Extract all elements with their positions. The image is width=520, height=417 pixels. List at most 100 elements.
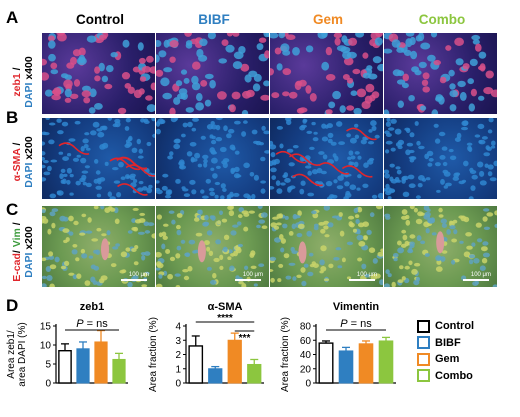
row-b-mag: x200 [23, 136, 35, 163]
bar-bibf [338, 350, 354, 384]
y-tick-label: 3 [175, 336, 181, 347]
micrograph-texture [270, 33, 383, 114]
chart-title: zeb1 [80, 301, 104, 313]
row-b-slash: / [11, 142, 23, 149]
micrograph-a-control [42, 33, 155, 114]
y-tick-label: 60 [300, 336, 312, 347]
bar-gem [358, 343, 374, 384]
row-label-a: zeb1 / DAPI x400 [11, 37, 35, 127]
column-header-bibf: BIBF [198, 12, 230, 27]
scale-bar [235, 279, 261, 281]
row-b-stain: α-SMA [11, 148, 23, 182]
micrograph-texture [156, 118, 269, 199]
bar-gem [227, 339, 242, 384]
bar-control [58, 350, 72, 384]
legend-label-bibf: BIBF [435, 336, 461, 349]
micrograph-a-bibf [156, 33, 269, 114]
legend-item-gem: Gem [417, 351, 474, 368]
y-tick-label: 2 [175, 350, 181, 361]
micrograph-c-control: 100 μm [42, 206, 155, 287]
y-tick-label: 10 [40, 341, 52, 352]
bar-combo [112, 358, 126, 384]
legend-swatch-bibf [417, 336, 430, 350]
y-tick-label: 40 [300, 350, 312, 361]
row-c-dapi: DAPI [23, 252, 35, 278]
y-axis-label: Area zeb1/ [6, 330, 17, 379]
scale-bar-label: 100 μm [128, 272, 149, 278]
micrograph-c-gem: 100 μm [270, 206, 383, 287]
y-tick-label: 0 [175, 379, 181, 390]
row-a-dapi: DAPI [23, 82, 35, 108]
micrograph-texture [384, 33, 497, 114]
p-symbol: P [340, 318, 348, 330]
p-value-text: = ns [84, 318, 109, 330]
micrograph-texture [42, 33, 155, 114]
micrograph-b-gem [270, 118, 383, 199]
y-tick-label: 1 [175, 364, 181, 375]
panel-letter-a: A [6, 8, 19, 27]
micrograph-texture [270, 206, 383, 287]
significance-stars-top: **** [217, 313, 233, 324]
legend-label-gem: Gem [435, 353, 460, 366]
legend-swatch-gem [417, 352, 430, 366]
row-a-stain: zeb1 [11, 73, 23, 97]
panel-letter-d: D [6, 296, 19, 315]
row-c-mag: x200 [23, 226, 35, 253]
y-tick-label: 0 [45, 379, 51, 390]
scale-bar-label: 100 μm [356, 272, 377, 278]
micrograph-texture [42, 118, 155, 199]
row-c-vim: Vim [11, 228, 23, 248]
chart-title: α-SMA [208, 301, 243, 313]
p-value-annotation: P = ns [76, 318, 108, 330]
bar-bibf [208, 368, 223, 384]
legend-item-combo: Combo [417, 368, 474, 385]
column-header-combo: Combo [418, 12, 466, 27]
row-a-slash: / [11, 67, 23, 74]
micrograph-texture [156, 33, 269, 114]
scale-bar [463, 279, 489, 281]
y-axis-label-line2: area DAPI (%) [17, 322, 28, 386]
legend-label-control: Control [435, 320, 475, 333]
micrograph-texture [156, 206, 268, 287]
y-axis-label: Area fraction (%) [148, 317, 159, 392]
y-tick-label: 0 [305, 379, 311, 390]
micrograph-texture [384, 118, 497, 199]
p-symbol: P [76, 318, 84, 330]
p-value-text: = ns [348, 318, 373, 330]
scale-bar-label: 100 μm [470, 272, 491, 278]
micrograph-c-bibf: 100 μm [156, 206, 269, 287]
p-value-annotation: P = ns [340, 318, 372, 330]
y-tick-label: 15 [40, 322, 52, 333]
y-tick-label: 80 [300, 322, 312, 333]
micrograph-a-gem [270, 33, 383, 114]
bar-combo [247, 363, 262, 384]
row-c-ecad: E-cad [11, 253, 23, 282]
micrograph-b-combo [384, 118, 497, 199]
legend-swatch-control [417, 319, 430, 333]
row-a-mag: x400 [23, 56, 35, 83]
row-c-slash2: / [11, 222, 23, 229]
bar-bibf [76, 348, 90, 384]
y-axis-label: Area fraction (%) [280, 317, 291, 392]
zeb1-chart: zeb1 Area zeb1/area DAPI (%) 0 5 10 15 P = ns [6, 301, 128, 390]
chart-legend: Control BIBF Gem Combo [417, 318, 474, 384]
row-label-c: E-cad/ Vim / DAPI x200 [11, 207, 35, 297]
vimentin-chart: Vimentin Area fraction (%) 0 20 40 60 80 P = ns [280, 301, 396, 392]
scale-bar [349, 279, 375, 281]
column-header-gem: Gem [312, 12, 343, 27]
bar-combo [378, 340, 394, 384]
micrograph-c-combo: 100 μm [384, 206, 497, 287]
micrograph-b-bibf [156, 118, 269, 199]
chart-title: Vimentin [333, 301, 380, 313]
bar-control [188, 345, 204, 384]
micrograph-a-combo [384, 33, 497, 114]
micrograph-texture [270, 118, 383, 199]
scale-bar [121, 279, 147, 281]
row-b-dapi: DAPI [23, 162, 35, 188]
legend-swatch-combo [417, 369, 430, 383]
row-c-slash1: / [11, 247, 23, 254]
row-label-b: α-SMA / DAPI x200 [11, 117, 35, 207]
column-header-control: Control [76, 12, 124, 27]
bar-control [318, 342, 334, 384]
